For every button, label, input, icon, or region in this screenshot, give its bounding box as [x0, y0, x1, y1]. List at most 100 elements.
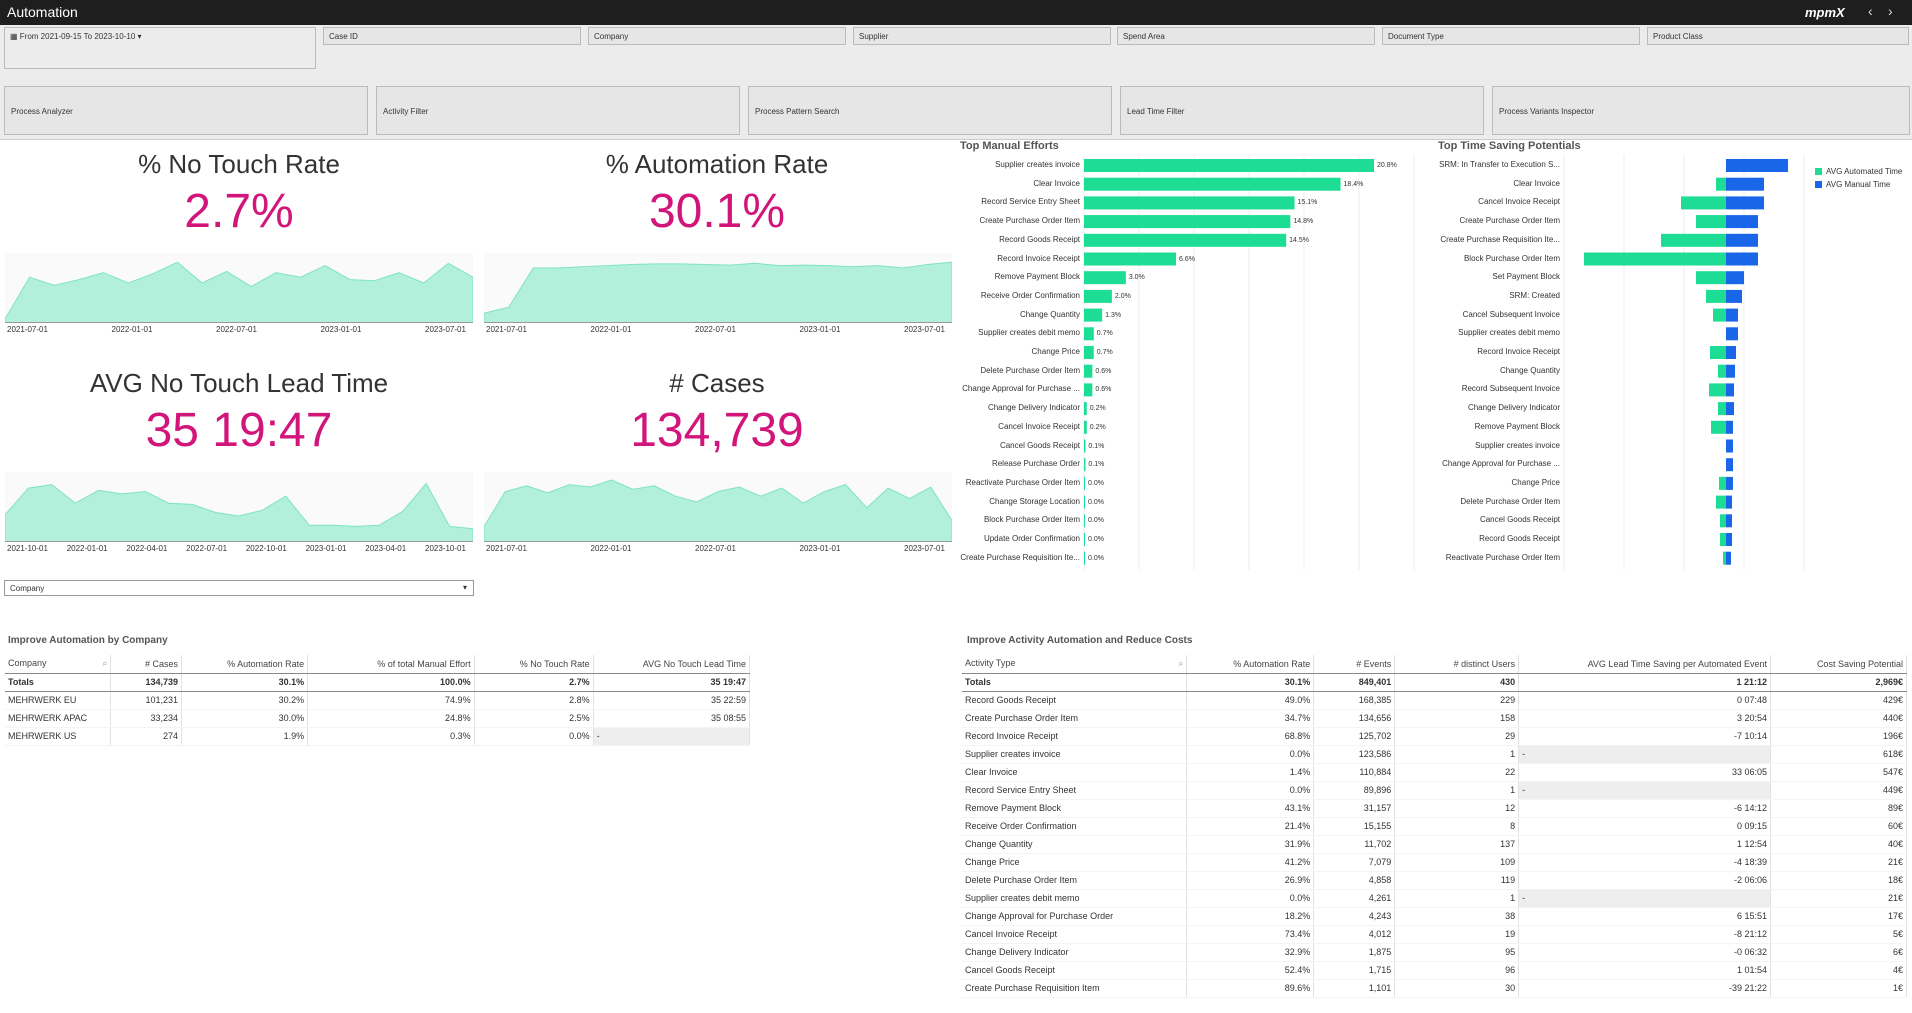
axis-tick-label: 2022-07-01 [186, 544, 228, 553]
table-cell: 0.0% [1186, 745, 1315, 764]
bar-automated [1723, 551, 1726, 565]
tool-process-pattern-search[interactable]: Process Pattern Search [748, 86, 1112, 135]
table-cell: 5€ [1770, 925, 1907, 944]
axis-tick-label: 2023-10-01 [425, 544, 466, 553]
table-cell: 96 [1394, 961, 1520, 980]
table-cell: 2.5% [474, 709, 594, 728]
bar-value-label: 0.1% [1088, 461, 1105, 469]
column-header[interactable]: % No Touch Rate [474, 655, 594, 674]
table-row[interactable]: Record Goods Receipt 49.0% 168,385 229 0 07:… [962, 691, 1907, 710]
table-row[interactable]: Change Price 41.2% 7,079 109 -4 18:39 21€ [962, 853, 1907, 872]
bar [1084, 233, 1287, 247]
table-row[interactable]: Delete Purchase Order Item 26.9% 4,858 119-… [962, 871, 1907, 890]
table-row[interactable]: Supplier creates debit memo 0.0% 4,261 1-21… [962, 889, 1907, 908]
search-icon[interactable]: ⌕ [1178, 658, 1184, 669]
table-cell: 7,079 [1313, 853, 1396, 872]
company-dropdown[interactable]: Company ▾ [4, 580, 474, 596]
filter-company[interactable]: Company [588, 27, 846, 45]
legend-swatch [1815, 168, 1822, 176]
column-header[interactable]: # Events [1313, 655, 1396, 674]
table-row[interactable]: Change Quantity 31.9% 11,702 137 1 12:54 40€ [962, 835, 1907, 854]
bar-automated [1718, 402, 1726, 416]
date-range-filter[interactable]: ▦ From 2021-09-15 To 2023-10-10 ▾ [4, 27, 316, 69]
column-header[interactable]: Activity Type ⌕ [962, 655, 1188, 674]
bar-label: Clear Invoice [1033, 178, 1080, 188]
table-row[interactable]: Change Delivery Indicator 32.9% 1,875 95 -0 … [962, 943, 1907, 962]
bar [1084, 308, 1103, 322]
table-row[interactable]: Create Purchase Order Item 34.7% 134,656 15… [962, 709, 1907, 728]
sparkline-area [484, 261, 952, 323]
table-cell: 1 12:54 [1518, 835, 1772, 854]
table-row[interactable]: MEHRWERK APAC 33,234 30.0% 24.8% 2.5% 35 08:5… [5, 709, 751, 728]
column-header[interactable]: AVG No Touch Lead Time [593, 655, 751, 674]
tool-process-analyzer[interactable]: Process Analyzer [4, 86, 368, 135]
bar-label: Change Price [1511, 477, 1560, 487]
table-row[interactable]: Create Purchase Requisition Item 89.6% 1,1… [962, 979, 1907, 998]
bar-value-label: 0.6% [1095, 367, 1112, 375]
table-cell: 449€ [1770, 781, 1907, 800]
tool-process-variants-inspector[interactable]: Process Variants Inspector [1492, 86, 1910, 135]
axis-tick-label: 2022-01-01 [66, 544, 108, 553]
bar-value-label: 0.7% [1096, 330, 1113, 338]
table-row[interactable]: MEHRWERK US 274 1.9% 0.3% 0.0% - [5, 727, 751, 746]
table-row[interactable]: Receive Order Confirmation 21.4% 15,155 8 0 … [962, 817, 1907, 836]
table-cell: 15,155 [1313, 817, 1396, 836]
kpi-no-touch-rate: % No Touch Rate 2.7% [0, 149, 478, 239]
tool-lead-time-filter[interactable]: Lead Time Filter [1120, 86, 1484, 135]
column-header[interactable]: AVG Lead Time Saving per Automated Event [1518, 655, 1772, 674]
column-header[interactable]: Cost Saving Potential [1770, 655, 1907, 674]
tool-activity-filter[interactable]: Activity Filter [376, 86, 740, 135]
column-header[interactable]: # distinct Users [1394, 655, 1520, 674]
filter-product-class[interactable]: Product Class [1647, 27, 1909, 45]
table-row[interactable]: Remove Payment Block 43.1% 31,157 12 -6 14:1… [962, 799, 1907, 818]
table-row[interactable]: Record Invoice Receipt 68.8% 125,702 29 -7 1… [962, 727, 1907, 746]
table-cell: - [593, 727, 751, 746]
table-cell: 110,884 [1313, 763, 1396, 782]
bar [1084, 495, 1085, 509]
filter-case-id[interactable]: Case ID [323, 27, 581, 45]
bar [1084, 289, 1112, 303]
sparkline-automation-rate [484, 253, 952, 323]
bar-manual [1726, 252, 1758, 266]
axis-tick-label: 2023-07-01 [425, 325, 466, 334]
legend-label: AVG Manual Time [1826, 180, 1891, 189]
table-cell: 547€ [1770, 763, 1907, 782]
table-cell: 0 09:15 [1518, 817, 1772, 836]
table-cell: Cancel Goods Receipt [962, 961, 1188, 980]
search-icon[interactable]: ⌕ [102, 658, 108, 669]
table-row[interactable]: Supplier creates invoice 0.0% 123,586 1-618… [962, 745, 1907, 764]
column-header[interactable]: % Automation Rate [181, 655, 309, 674]
time-saving-chart: SRM: In Transfer to Execution S... Clear … [1438, 155, 1912, 595]
bar-manual [1726, 159, 1788, 172]
table-cell: Change Approval for Purchase Order [962, 907, 1188, 926]
column-header[interactable]: Company ⌕ [5, 655, 112, 674]
column-header[interactable]: % of total Manual Effort [307, 655, 475, 674]
nav-prev-button[interactable]: ‹ [1868, 3, 1873, 19]
table-cell: 0 07:48 [1518, 691, 1772, 710]
table-row[interactable]: Cancel Goods Receipt 52.4% 1,715 96 1 01:54 4… [962, 961, 1907, 980]
table-row[interactable]: MEHRWERK EU 101,231 30.2% 74.9% 2.8% 35 22:59 [5, 691, 751, 710]
filter-bar: ▦ From 2021-09-15 To 2023-10-10 ▾ Case I… [0, 25, 1912, 140]
bar-value-label: 6.6% [1179, 255, 1195, 263]
table-cell: 119 [1394, 871, 1520, 890]
bar-label: SRM: In Transfer to Execution S... [1439, 160, 1560, 169]
nav-next-button[interactable]: › [1888, 3, 1893, 19]
column-header[interactable]: % Automation Rate [1186, 655, 1315, 674]
filter-supplier[interactable]: Supplier [853, 27, 1111, 45]
table-cell: -6 14:12 [1518, 799, 1772, 818]
table-row[interactable]: Record Service Entry Sheet 0.0% 89,896 1-44… [962, 781, 1907, 800]
bar-manual [1726, 533, 1732, 546]
table-cell: Supplier creates debit memo [962, 889, 1188, 908]
table-cell: 2.8% [474, 691, 594, 710]
filter-document-type[interactable]: Document Type [1382, 27, 1640, 45]
table-row[interactable]: Cancel Invoice Receipt 73.4% 4,012 19 -8 21:… [962, 925, 1907, 944]
kpi-cases: # Cases 134,739 [478, 368, 956, 458]
filter-spend-area[interactable]: Spend Area [1117, 27, 1375, 45]
bar-label: Remove Payment Block [994, 272, 1080, 282]
column-header[interactable]: # Cases [110, 655, 183, 674]
bar-value-label: 0.0% [1088, 517, 1104, 525]
table-row[interactable]: Clear Invoice 1.4% 110,884 22 33 06:05 547€ [962, 763, 1907, 782]
bar-label: Change Price [1031, 347, 1080, 356]
table-cell: 33 06:05 [1518, 763, 1772, 782]
table-row[interactable]: Change Approval for Purchase Order 18.2% 4… [962, 907, 1907, 926]
